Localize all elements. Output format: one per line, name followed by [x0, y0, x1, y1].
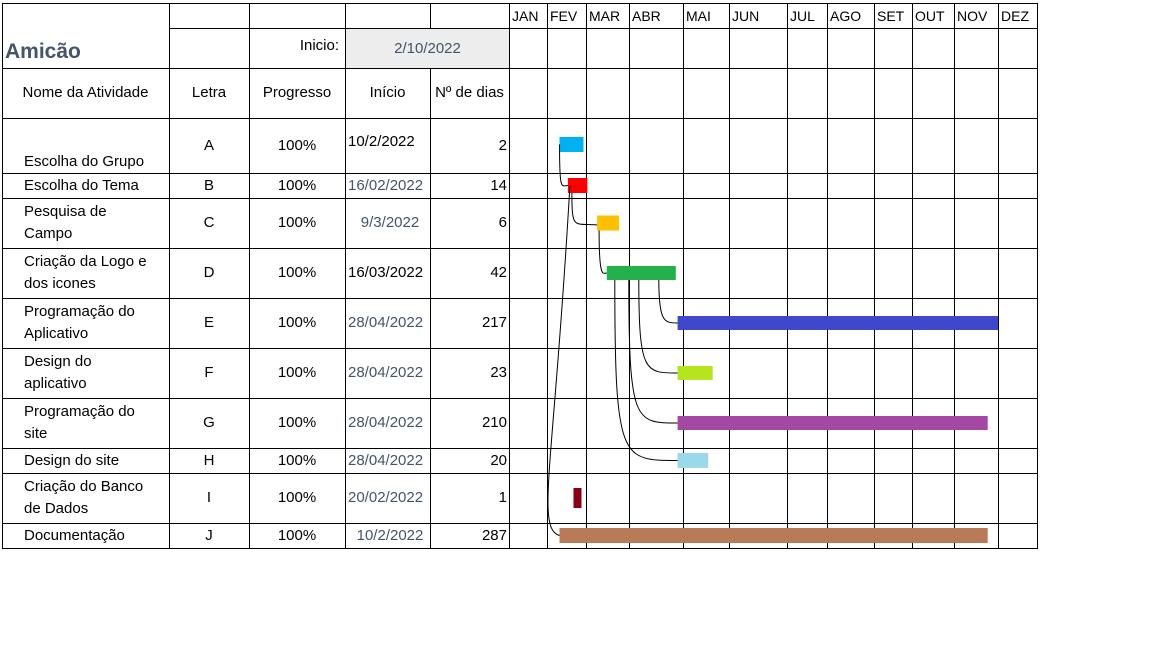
activity-name[interactable]: Escolha do Tema: [24, 176, 139, 194]
activity-progress[interactable]: 100%: [277, 364, 317, 381]
activity-letter[interactable]: A: [203, 136, 214, 154]
activity-progress[interactable]: 100%: [277, 314, 317, 331]
dependency-connector: [628, 279, 678, 424]
activity-letter[interactable]: G: [203, 414, 215, 431]
activity-letter[interactable]: F: [204, 364, 214, 381]
activity-progress[interactable]: 100%: [277, 136, 317, 154]
activity-name[interactable]: Design do aplicativo: [24, 353, 92, 392]
gantt-bar-g[interactable]: [677, 416, 988, 430]
column-header-letter[interactable]: Letra: [191, 84, 227, 101]
column-header-progress[interactable]: Progresso: [262, 84, 332, 101]
dependency-connector: [559, 144, 568, 187]
activity-name[interactable]: Programação do Aplicativo: [24, 303, 135, 342]
activity-progress[interactable]: 100%: [277, 176, 317, 194]
activity-name[interactable]: Programação do site: [24, 403, 135, 442]
dependency-connector: [638, 279, 678, 374]
month-header-out[interactable]: OUT: [915, 8, 945, 24]
activity-start-date[interactable]: 9/3/2022: [360, 214, 420, 231]
month-header-nov[interactable]: NOV: [957, 8, 988, 24]
dependency-connector: [598, 230, 607, 274]
activity-start-date[interactable]: 28/04/2022: [348, 364, 424, 381]
month-header-jan[interactable]: JAN: [512, 8, 539, 24]
month-header-jul[interactable]: JUL: [790, 8, 815, 24]
month-header-ago[interactable]: AGO: [830, 8, 862, 24]
month-header-fev[interactable]: FEV: [550, 8, 578, 24]
dependency-connector: [658, 279, 678, 324]
gantt-bar-d[interactable]: [606, 266, 676, 280]
gantt-bar-f[interactable]: [677, 366, 713, 380]
gantt-bar-b[interactable]: [567, 178, 588, 193]
column-header-days[interactable]: Nº de dias: [435, 84, 504, 101]
activity-progress[interactable]: 100%: [277, 489, 317, 506]
activity-days[interactable]: 42: [490, 264, 507, 281]
activity-start-date[interactable]: 10/2/2022: [356, 526, 424, 544]
activity-name[interactable]: Criação da Logo e dos icones: [24, 253, 147, 292]
activity-days[interactable]: 6: [498, 214, 507, 231]
activity-letter[interactable]: E: [203, 314, 214, 331]
activity-name[interactable]: Criação do Banco de Dados: [24, 478, 144, 517]
gantt-bar-c[interactable]: [597, 215, 620, 231]
activity-days[interactable]: 20: [490, 451, 507, 469]
gantt-bar-j[interactable]: [559, 528, 988, 543]
gantt-bar-e[interactable]: [677, 316, 998, 330]
activity-letter[interactable]: J: [205, 526, 213, 544]
activity-name[interactable]: Design do site: [24, 451, 120, 469]
activity-days[interactable]: 287: [481, 526, 507, 544]
activity-days[interactable]: 217: [481, 314, 507, 331]
column-header-start[interactable]: Início: [369, 84, 406, 101]
month-header-jun[interactable]: JUN: [732, 8, 760, 24]
month-header-dez[interactable]: DEZ: [1001, 8, 1029, 24]
activity-progress[interactable]: 100%: [277, 526, 317, 544]
gantt-bar-h[interactable]: [677, 453, 709, 468]
gantt-bar-i[interactable]: [573, 488, 582, 508]
start-date-value[interactable]: 2/10/2022: [346, 29, 509, 68]
activity-letter[interactable]: C: [203, 214, 215, 231]
activity-letter[interactable]: D: [203, 264, 215, 281]
dependency-connector: [614, 279, 678, 461]
activity-start-date[interactable]: 28/04/2022: [348, 414, 424, 431]
month-header-mar[interactable]: MAR: [589, 8, 621, 24]
activity-start-date[interactable]: 16/02/2022: [348, 176, 424, 194]
activity-days[interactable]: 2: [498, 136, 507, 154]
dependency-connector: [547, 185, 571, 536]
gantt-bar-a[interactable]: [559, 137, 584, 152]
month-header-mai[interactable]: MAI: [686, 8, 711, 24]
column-header-name[interactable]: Nome da Atividade: [22, 84, 149, 101]
activity-progress[interactable]: 100%: [277, 214, 317, 231]
activity-start-date[interactable]: 10/2/2022: [348, 132, 415, 150]
activity-name[interactable]: Escolha do Grupo: [24, 153, 145, 170]
month-header-abr[interactable]: ABR: [632, 8, 661, 24]
activity-start-date[interactable]: 28/04/2022: [348, 451, 424, 469]
start-label[interactable]: Inicio:: [299, 37, 339, 54]
activity-letter[interactable]: H: [203, 451, 215, 469]
dependency-connector: [571, 192, 598, 226]
activity-days[interactable]: 14: [490, 176, 507, 194]
activity-start-date[interactable]: 16/03/2022: [348, 264, 424, 281]
activity-name[interactable]: Documentação: [24, 526, 125, 544]
activity-letter[interactable]: I: [206, 489, 212, 506]
activity-days[interactable]: 210: [481, 414, 507, 431]
activity-letter[interactable]: B: [203, 176, 214, 194]
activity-progress[interactable]: 100%: [277, 414, 317, 431]
project-title[interactable]: Amicão: [5, 40, 81, 63]
activity-name[interactable]: Pesquisa de Campo: [24, 203, 107, 242]
month-header-set[interactable]: SET: [877, 8, 905, 24]
activity-progress[interactable]: 100%: [277, 451, 317, 469]
activity-progress[interactable]: 100%: [277, 264, 317, 281]
activity-start-date[interactable]: 28/04/2022: [348, 314, 424, 331]
activity-days[interactable]: 1: [498, 489, 507, 506]
activity-start-date[interactable]: 20/02/2022: [348, 489, 424, 506]
activity-days[interactable]: 23: [490, 364, 507, 381]
